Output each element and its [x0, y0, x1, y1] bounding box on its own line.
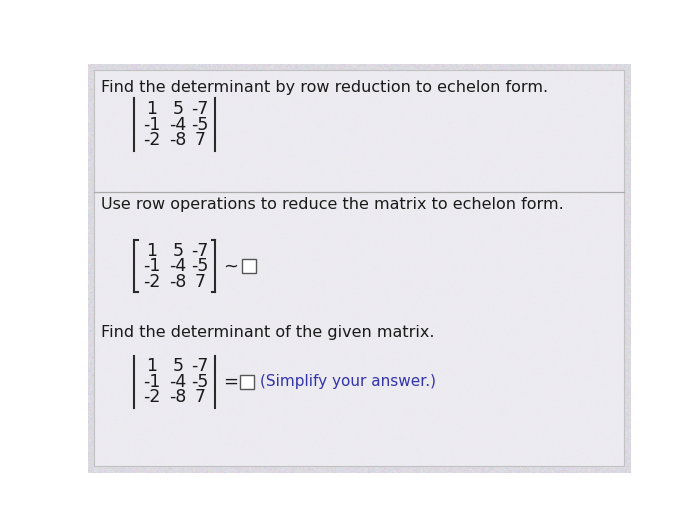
Text: -4: -4 — [169, 373, 187, 391]
Text: -5: -5 — [191, 257, 209, 275]
FancyBboxPatch shape — [240, 375, 254, 389]
Text: -7: -7 — [191, 357, 209, 375]
FancyBboxPatch shape — [94, 70, 624, 466]
Text: ~: ~ — [223, 257, 239, 275]
Text: Find the determinant by row reduction to echelon form.: Find the determinant by row reduction to… — [102, 80, 549, 95]
Text: -8: -8 — [169, 131, 187, 149]
Text: 5: 5 — [173, 357, 183, 375]
Text: -8: -8 — [169, 272, 187, 290]
Text: -4: -4 — [169, 116, 187, 134]
Text: -7: -7 — [191, 242, 209, 260]
Text: -1: -1 — [143, 373, 160, 391]
Text: 1: 1 — [146, 242, 158, 260]
Text: 7: 7 — [195, 272, 205, 290]
Text: (Simplify your answer.): (Simplify your answer.) — [260, 374, 436, 389]
Text: Find the determinant of the given matrix.: Find the determinant of the given matrix… — [102, 325, 435, 340]
Text: 7: 7 — [195, 131, 205, 149]
Text: -1: -1 — [143, 116, 160, 134]
FancyBboxPatch shape — [241, 259, 255, 273]
Text: -4: -4 — [169, 257, 187, 275]
Text: 7: 7 — [195, 388, 205, 406]
Text: 1: 1 — [146, 357, 158, 375]
Text: -7: -7 — [191, 100, 209, 118]
Text: 1: 1 — [146, 100, 158, 118]
Text: 5: 5 — [173, 100, 183, 118]
Text: -8: -8 — [169, 388, 187, 406]
Text: 5: 5 — [173, 242, 183, 260]
Text: -2: -2 — [143, 272, 160, 290]
Text: =: = — [223, 373, 239, 391]
Text: -5: -5 — [191, 373, 209, 391]
Text: -2: -2 — [143, 131, 160, 149]
Text: -1: -1 — [143, 257, 160, 275]
Text: Use row operations to reduce the matrix to echelon form.: Use row operations to reduce the matrix … — [102, 197, 564, 212]
Text: -2: -2 — [143, 388, 160, 406]
Text: -5: -5 — [191, 116, 209, 134]
